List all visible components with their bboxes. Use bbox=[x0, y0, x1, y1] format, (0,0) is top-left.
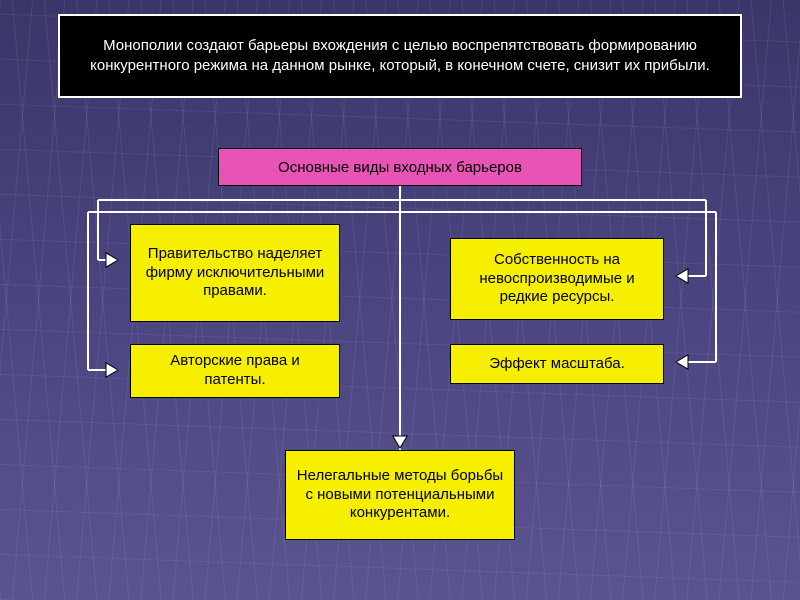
header-box: Монополии создают барьеры вхождения с це… bbox=[58, 14, 742, 98]
node-copyrights: Авторские права и патенты. bbox=[130, 344, 340, 398]
title-text: Основные виды входных барьеров bbox=[278, 159, 522, 176]
node-label: Собственность на невоспроизводимые и ред… bbox=[459, 251, 655, 307]
node-scale: Эффект масштаба. bbox=[450, 344, 664, 384]
header-text: Монополии создают барьеры вхождения с це… bbox=[80, 36, 720, 77]
node-ownership: Собственность на невоспроизводимые и ред… bbox=[450, 238, 664, 320]
node-gov-rights: Правительство наделяет фирму исключитель… bbox=[130, 224, 340, 322]
diagram-canvas: Монополии создают барьеры вхождения с це… bbox=[0, 0, 800, 600]
node-label: Авторские права и патенты. bbox=[139, 352, 331, 390]
node-label: Нелегальные методы борьбы с новыми потен… bbox=[294, 467, 506, 523]
node-illegal: Нелегальные методы борьбы с новыми потен… bbox=[285, 450, 515, 540]
title-box: Основные виды входных барьеров bbox=[218, 148, 582, 186]
node-label: Эффект масштаба. bbox=[489, 355, 625, 374]
node-label: Правительство наделяет фирму исключитель… bbox=[139, 245, 331, 301]
